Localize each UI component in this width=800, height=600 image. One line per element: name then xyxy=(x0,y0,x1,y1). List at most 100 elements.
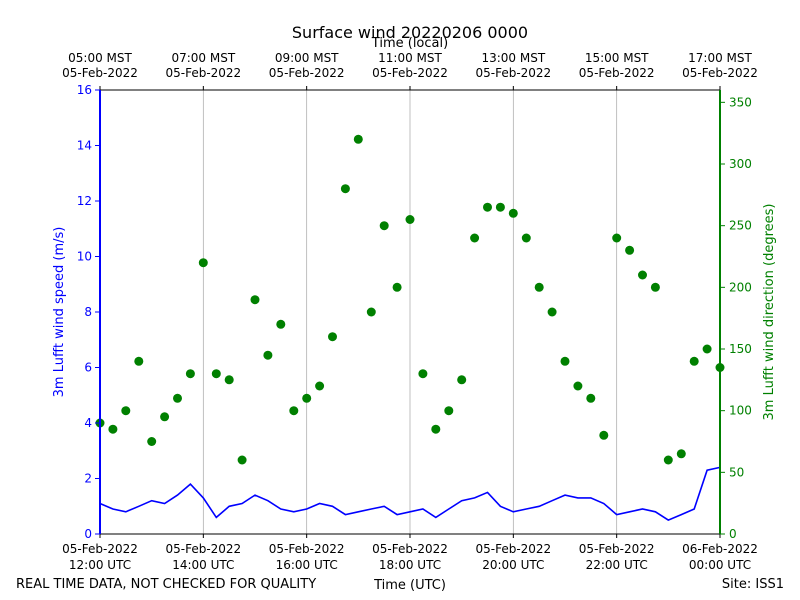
bottom-tick-label-date: 05-Feb-2022 xyxy=(579,542,655,556)
direction-point xyxy=(379,221,389,231)
direction-point xyxy=(405,215,415,224)
bottom-tick-label-date: 05-Feb-2022 xyxy=(475,542,551,556)
direction-point xyxy=(198,258,208,268)
direction-point xyxy=(121,406,131,416)
right-axis-label: 3m Lufft wind direction (degrees) xyxy=(762,204,777,421)
direction-point xyxy=(547,307,557,317)
left-tick-label: 10 xyxy=(77,250,92,264)
top-tick-label-time: 07:00 MST xyxy=(171,51,235,65)
left-tick-label: 14 xyxy=(77,139,92,153)
top-tick-label-date: 05-Feb-2022 xyxy=(62,66,138,80)
bottom-tick-label-time: 18:00 UTC xyxy=(379,558,441,572)
direction-point xyxy=(224,375,234,385)
left-axis-label: 3m Lufft wind speed (m/s) xyxy=(52,227,67,398)
direction-point xyxy=(353,134,363,144)
bottom-tick-label-date: 05-Feb-2022 xyxy=(269,542,345,556)
bottom-tick-label-time: 12:00 UTC xyxy=(69,558,131,572)
left-tick-label: 2 xyxy=(84,472,92,486)
direction-point xyxy=(702,344,712,354)
quality-note: REAL TIME DATA, NOT CHECKED FOR QUALITY xyxy=(16,577,316,592)
direction-point xyxy=(276,319,286,329)
bottom-tick-label-date: 06-Feb-2022 xyxy=(682,542,758,556)
left-tick-label: 4 xyxy=(84,416,92,430)
direction-point xyxy=(431,424,441,434)
top-tick-label-date: 05-Feb-2022 xyxy=(579,66,655,80)
bottom-tick-label-time: 22:00 UTC xyxy=(586,558,648,572)
top-tick-label-date: 05-Feb-2022 xyxy=(372,66,448,80)
direction-point xyxy=(534,282,544,292)
right-tick-label: 0 xyxy=(729,527,737,541)
direction-point xyxy=(599,430,609,440)
direction-point xyxy=(392,282,402,292)
direction-point xyxy=(573,381,583,391)
top-tick-label-date: 05-Feb-2022 xyxy=(475,66,551,80)
bottom-tick-label-date: 05-Feb-2022 xyxy=(62,542,138,556)
left-axis-ticks: 0 2 4 6 8 10 12 14 16 xyxy=(77,83,100,541)
direction-point xyxy=(328,332,337,342)
direction-point xyxy=(263,350,273,360)
direction-point xyxy=(108,424,118,434)
right-tick-label: 100 xyxy=(729,404,752,418)
right-tick-label: 50 xyxy=(729,465,744,479)
direction-series xyxy=(95,134,725,465)
speed-series xyxy=(99,466,721,522)
top-tick-label-date: 05-Feb-2022 xyxy=(269,66,345,80)
direction-point xyxy=(483,202,492,212)
left-tick-label: 6 xyxy=(84,361,92,375)
bottom-tick-label-date: 05-Feb-2022 xyxy=(165,542,241,556)
bottom-tick-label-time: 16:00 UTC xyxy=(276,558,338,572)
direction-point xyxy=(521,233,531,243)
direction-point xyxy=(211,369,221,379)
top-tick-label-date: 05-Feb-2022 xyxy=(165,66,241,80)
bottom-tick-label-time: 00:00 UTC xyxy=(689,558,751,572)
left-tick-label: 0 xyxy=(84,527,92,541)
top-tick-label-time: 13:00 MST xyxy=(481,51,545,65)
right-tick-label: 250 xyxy=(729,219,752,233)
direction-point xyxy=(250,295,260,305)
speed-line xyxy=(99,466,721,522)
direction-point xyxy=(625,245,635,255)
direction-point xyxy=(160,412,170,422)
right-tick-label: 150 xyxy=(729,342,752,356)
left-tick-label: 12 xyxy=(77,194,92,208)
bottom-axis-ticks: 05-Feb-2022 12:00 UTC 05-Feb-2022 14:00 UTC… xyxy=(62,534,758,572)
direction-point xyxy=(147,437,157,446)
direction-point xyxy=(302,393,312,403)
left-tick-label: 8 xyxy=(84,305,92,319)
direction-point xyxy=(173,393,182,403)
direction-point xyxy=(560,356,570,366)
direction-point xyxy=(586,393,596,403)
bottom-tick-label-time: 20:00 UTC xyxy=(482,558,544,572)
direction-point xyxy=(340,184,350,194)
direction-point xyxy=(508,208,518,218)
top-axis-label: Time (local) xyxy=(371,36,448,51)
right-axis-ticks: 0 50 100 150 200 250 300 350 xyxy=(720,95,752,541)
top-tick-label-time: 15:00 MST xyxy=(585,51,649,65)
direction-point xyxy=(366,307,376,317)
direction-point xyxy=(418,369,428,379)
top-tick-label-time: 11:00 MST xyxy=(378,51,442,65)
bottom-tick-label-time: 14:00 UTC xyxy=(172,558,234,572)
direction-point xyxy=(315,381,325,391)
right-tick-label: 300 xyxy=(729,157,752,171)
direction-point xyxy=(185,369,195,379)
top-tick-label-date: 05-Feb-2022 xyxy=(682,66,758,80)
direction-point xyxy=(457,375,467,385)
direction-point xyxy=(237,455,247,465)
bottom-axis-label: Time (UTC) xyxy=(373,578,446,593)
top-tick-label-time: 17:00 MST xyxy=(688,51,752,65)
site-label: Site: ISS1 xyxy=(722,577,784,592)
bottom-tick-label-date: 05-Feb-2022 xyxy=(372,542,448,556)
top-tick-label-time: 09:00 MST xyxy=(275,51,339,65)
direction-point xyxy=(638,270,647,280)
direction-point xyxy=(470,233,480,243)
right-tick-label: 200 xyxy=(729,280,752,294)
direction-point xyxy=(289,406,299,416)
direction-point xyxy=(134,356,144,366)
direction-point xyxy=(663,455,673,465)
direction-point xyxy=(676,449,686,459)
right-tick-label: 350 xyxy=(729,95,752,109)
direction-point xyxy=(612,233,622,243)
